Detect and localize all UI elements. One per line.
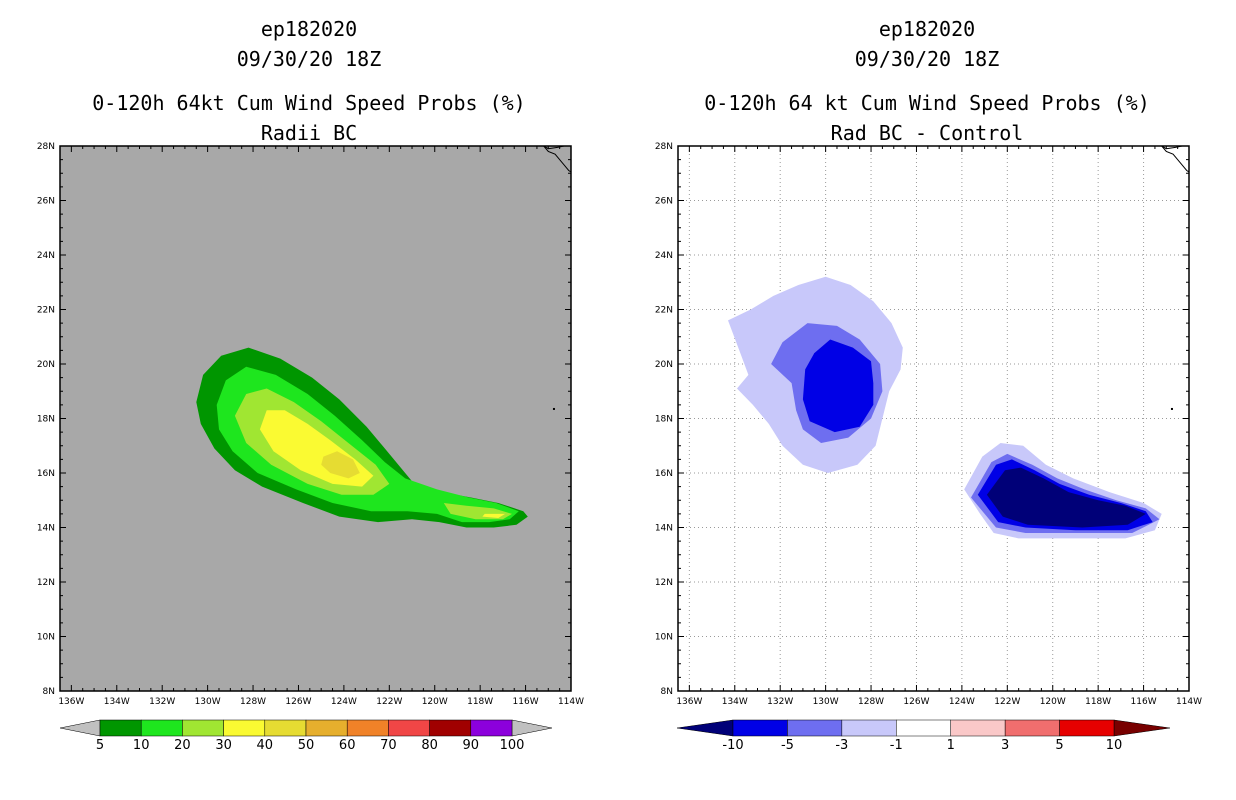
left-x-tick-label: 122W (376, 697, 402, 707)
right-colorbar-label: -5 (781, 738, 794, 753)
right-x-tick-label: 126W (903, 697, 929, 707)
left-x-tick-label: 134W (104, 697, 130, 707)
left-x-tick-label: 118W (467, 697, 493, 707)
left-contour-level-40 (321, 451, 360, 479)
left-y-tick-label: 8N (43, 687, 55, 697)
left-colorbar-label: 50 (298, 738, 315, 753)
right-contour-level-neg5 (802, 339, 874, 433)
right-x-tick-label: 130W (813, 697, 839, 707)
right-coastline (1161, 146, 1189, 173)
left-contour-level-30 (482, 513, 506, 518)
right-chart-subtitle: Rad BC - Control (830, 121, 1024, 145)
left-coastline (543, 146, 571, 173)
left-y-tick-label: 20N (37, 360, 55, 370)
right-colorbar-swatch (1059, 719, 1115, 737)
right-x-tick-label: 128W (858, 697, 884, 707)
right-chart-title: 0-120h 64 kt Cum Wind Speed Probs (%) (704, 91, 1150, 115)
left-y-tick-label: 18N (37, 415, 55, 425)
right-colorbar-swatch (732, 719, 788, 737)
left-colorbar-label: 30 (215, 738, 232, 753)
left-colorbar-label: 20 (174, 738, 191, 753)
right-colorbar-swatch (896, 719, 951, 737)
left-colorbar-label: 70 (380, 738, 397, 753)
right-x-tick-label: 136W (676, 697, 702, 707)
left-y-tick-label: 12N (37, 578, 55, 588)
left-x-tick-label: 136W (58, 697, 84, 707)
right-storm-id: ep182020 (878, 17, 976, 41)
left-colorbar-label: 60 (339, 738, 356, 753)
right-x-tick-label: 122W (994, 697, 1020, 707)
left-colorbar-label: 40 (257, 738, 274, 753)
left-y-tick-label: 16N (37, 469, 55, 479)
left-contour-group (196, 146, 571, 528)
right-x-tick-label: 118W (1085, 697, 1111, 707)
left-colorbar-label: 5 (96, 738, 104, 753)
right-y-tick-label: 12N (655, 578, 673, 588)
right-x-tick-label: 124W (949, 697, 975, 707)
right-y-tick-label: 10N (655, 633, 673, 643)
left-x-tick-label: 124W (331, 697, 357, 707)
right-y-tick-label: 26N (655, 197, 673, 207)
right-title-block: ep182020 09/30/20 18Z 0-120h 64 kt Cum W… (668, 14, 1186, 148)
right-colorbar-label: 5 (1055, 738, 1063, 753)
right-colorbar-swatch (841, 719, 897, 737)
right-contour-level-neg10 (986, 467, 1146, 528)
left-chart-title: 0-120h 64kt Cum Wind Speed Probs (%) (92, 91, 526, 115)
left-colorbar-label: 100 (500, 738, 525, 753)
left-title-block: ep182020 09/30/20 18Z 0-120h 64kt Cum Wi… (60, 14, 558, 148)
right-colorbar-label: 3 (1001, 738, 1009, 753)
right-colorbar-swatch (950, 719, 1006, 737)
right-colorbar-left-arrow (676, 719, 734, 737)
right-y-tick-label: 20N (655, 360, 673, 370)
right-y-tick-label: 24N (655, 251, 673, 261)
left-y-tick-label: 28N (37, 142, 55, 152)
left-colorbar-label: 90 (463, 738, 480, 753)
left-colorbar-swatch (470, 719, 513, 737)
right-colorbar-label: 10 (1106, 738, 1123, 753)
right-y-tick-label: 18N (655, 415, 673, 425)
left-y-tick-label: 10N (37, 633, 55, 643)
right-y-tick-label: 8N (661, 687, 673, 697)
right-colorbar-label: -1 (890, 738, 903, 753)
right-x-tick-label: 134W (722, 697, 748, 707)
left-y-tick-label: 24N (37, 251, 55, 261)
left-datetime: 09/30/20 18Z (236, 47, 382, 71)
right-y-tick-label: 14N (655, 524, 673, 534)
left-storm-id: ep182020 (260, 17, 358, 41)
left-y-tick-label: 26N (37, 197, 55, 207)
right-y-tick-label: 16N (655, 469, 673, 479)
right-x-tick-label: 116W (1131, 697, 1157, 707)
left-y-tick-label: 22N (37, 306, 55, 316)
right-contour-group (728, 146, 1189, 539)
right-x-tick-label: 120W (1040, 697, 1066, 707)
left-x-tick-label: 130W (195, 697, 221, 707)
right-plot-background (678, 146, 1189, 691)
right-colorbar-label: -10 (722, 738, 743, 753)
right-colorbar-swatch (787, 719, 843, 737)
left-x-tick-label: 132W (149, 697, 175, 707)
right-x-tick-label: 132W (767, 697, 793, 707)
right-y-tick-label: 22N (655, 306, 673, 316)
right-colorbar-right-arrow (1113, 719, 1171, 737)
left-x-tick-label: 120W (422, 697, 448, 707)
left-colorbar-label: 80 (421, 738, 438, 753)
left-y-tick-label: 14N (37, 524, 55, 534)
right-datetime: 09/30/20 18Z (854, 47, 1000, 71)
left-x-tick-label: 116W (513, 697, 539, 707)
left-island (552, 407, 555, 410)
right-island (1170, 407, 1173, 410)
right-colorbar-label: 1 (947, 738, 955, 753)
right-y-tick-label: 28N (655, 142, 673, 152)
left-x-tick-label: 126W (285, 697, 311, 707)
left-chart-subtitle: Radii BC (260, 121, 358, 145)
right-x-tick-label: 114W (1176, 697, 1202, 707)
left-x-tick-label: 128W (240, 697, 266, 707)
left-colorbar-label: 10 (133, 738, 150, 753)
left-x-tick-label: 114W (558, 697, 584, 707)
right-colorbar-swatch (1004, 719, 1060, 737)
right-colorbar-label: -3 (835, 738, 848, 753)
